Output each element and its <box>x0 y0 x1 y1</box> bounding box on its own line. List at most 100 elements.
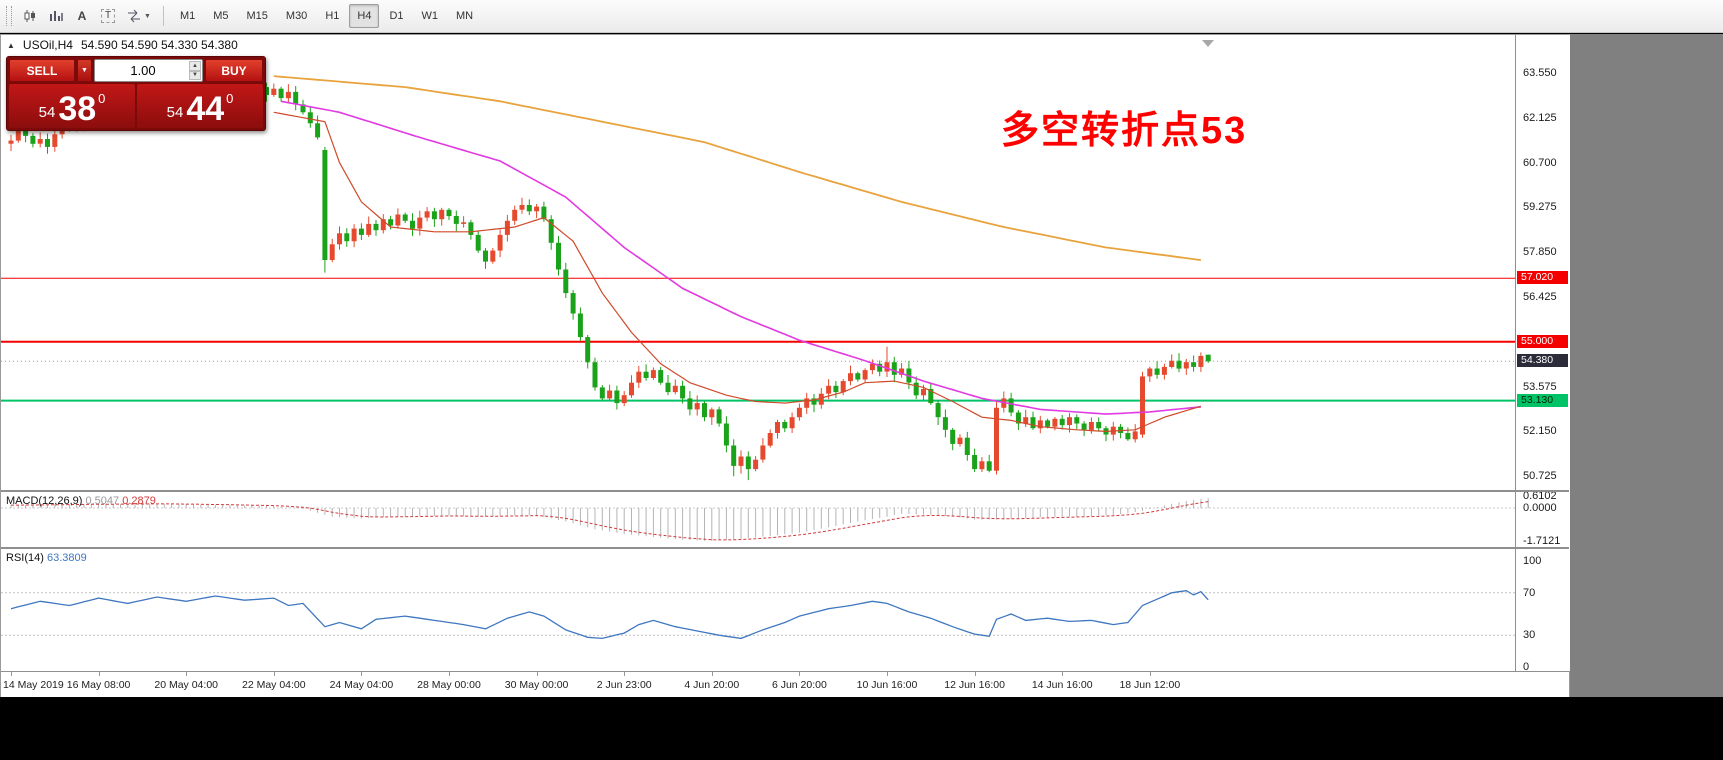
date-tick-label: 14 May 2019 <box>3 679 64 691</box>
current-price-label: 54.380 <box>1517 354 1568 368</box>
buy-price-prefix: 54 <box>166 104 184 121</box>
date-tick-label: 16 May 08:00 <box>66 679 131 691</box>
letter-t-glyph: T <box>100 9 116 23</box>
sell-price-prefix: 54 <box>38 104 56 121</box>
volume-field-wrap: ▲ ▼ <box>94 59 203 82</box>
timeframe-button-m30[interactable]: M30 <box>278 4 315 28</box>
macd-label: MACD(12,26,9) 0.5047 0.2879 <box>6 495 156 507</box>
chart-header: ▲ USOil,H4 54.590 54.590 54.330 54.380 <box>7 38 238 52</box>
buy-price-display[interactable]: 54 44 0 <box>137 84 263 128</box>
date-tick <box>974 672 976 676</box>
date-axis[interactable]: 14 May 2019 16 May 08:00 20 May 04:00 22 Ma… <box>1 671 1569 697</box>
timeframe-button-mn[interactable]: MN <box>448 4 481 28</box>
line-price-label: 57.020 <box>1517 271 1568 285</box>
dropdown-caret-icon: ▼ <box>144 12 151 20</box>
one-click-trading-panel: SELL ▼ ▲ ▼ BUY 54 38 0 54 <box>6 56 266 131</box>
buy-price-big: 44 <box>186 90 225 129</box>
bar-chart-icon[interactable] <box>44 4 68 28</box>
macd-name: MACD(12,26,9) <box>6 495 83 507</box>
toolbar-separator <box>162 6 164 26</box>
date-tick <box>98 672 100 676</box>
rsi-value: 63.3809 <box>46 552 87 564</box>
volume-input[interactable] <box>95 62 202 79</box>
price-tick-label: 53.575 <box>1523 380 1557 393</box>
date-tick <box>11 672 12 676</box>
chart-annotation-text: 多空转折点53 <box>1001 110 1248 152</box>
price-chart-canvas[interactable] <box>1 35 1515 490</box>
date-tick-label: 6 Jun 20:00 <box>771 679 827 691</box>
timeframe-button-h4[interactable]: H4 <box>349 4 380 28</box>
chart-shift-marker-icon[interactable] <box>1202 40 1214 47</box>
buy-button[interactable]: BUY <box>205 59 263 82</box>
indicators-icon[interactable]: ▼ <box>122 4 155 28</box>
sell-price-pip: 0 <box>98 91 106 106</box>
toolbar: A T ▼ M1 M5 M15 M30 H1 H4 D1 W1 MN <box>0 0 1723 33</box>
sell-price-display[interactable]: 54 38 0 <box>9 84 135 128</box>
price-tick-label: 63.550 <box>1523 67 1557 79</box>
price-tick-label: 62.125 <box>1523 111 1557 124</box>
rsi-name: RSI(14) <box>6 552 44 564</box>
panel-splitter-macd[interactable] <box>1 490 1569 492</box>
macd-signal-line <box>11 501 1209 541</box>
date-tick-label: 22 May 04:00 <box>241 679 306 691</box>
date-tick-label: 20 May 04:00 <box>154 679 219 691</box>
macd-signal-value: 0.2879 <box>122 495 156 507</box>
text-box-icon[interactable]: T <box>96 4 120 28</box>
date-tick-label: 14 Jun 16:00 <box>1031 679 1093 691</box>
timeframe-button-m1[interactable]: M1 <box>172 4 203 28</box>
volume-spinner: ▲ ▼ <box>189 61 201 80</box>
collapse-trade-panel-icon[interactable]: ▲ <box>7 40 15 50</box>
date-tick <box>1149 672 1151 676</box>
rsi-tick-label: 30 <box>1523 629 1536 642</box>
line-price-label: 53.130 <box>1517 393 1568 407</box>
date-tick <box>449 672 450 676</box>
panel-splitter-rsi[interactable] <box>1 547 1569 549</box>
sell-button[interactable]: SELL <box>9 59 75 82</box>
date-tick-label: 4 Jun 20:00 <box>684 679 740 691</box>
rsi-tick-label: 0 <box>1523 661 1530 673</box>
trade-controls-row: SELL ▼ ▲ ▼ BUY <box>9 59 263 82</box>
price-tick-label: 50.725 <box>1523 470 1557 483</box>
price-axis[interactable]: 63.550 62.125 60.700 59.275 57.850 56.425 55.0… <box>1515 35 1570 673</box>
timeframe-button-h1[interactable]: H1 <box>317 4 347 28</box>
rsi-tick-label: 100 <box>1523 555 1542 567</box>
ohlc-values: 54.590 54.590 54.330 54.380 <box>80 38 238 52</box>
trade-prices-row: 54 38 0 54 44 0 <box>9 84 263 128</box>
date-tick-label: 18 Jun 12:00 <box>1119 679 1181 691</box>
date-tick <box>1062 672 1064 676</box>
timeframe-button-d1[interactable]: D1 <box>381 4 411 28</box>
date-tick <box>273 672 275 676</box>
timeframe-button-m5[interactable]: M5 <box>205 4 236 28</box>
volume-increase-button[interactable]: ▲ <box>189 61 201 71</box>
price-tick-label: 52.150 <box>1523 425 1557 438</box>
toolbar-gripper[interactable] <box>6 6 12 26</box>
price-tick-label: 56.425 <box>1523 291 1557 303</box>
date-tick-label: 28 May 00:00 <box>417 679 481 691</box>
macd-tick-label: 0.6102 <box>1523 490 1557 503</box>
candlestick-chart-icon[interactable] <box>18 4 42 28</box>
sell-price-big: 38 <box>58 90 97 129</box>
price-tick-label: 59.275 <box>1523 201 1557 214</box>
macd-main-value: 0.5047 <box>85 495 120 507</box>
timeframe-toolbar: M1 M5 M15 M30 H1 H4 D1 W1 MN <box>171 4 482 28</box>
rsi-panel-canvas[interactable] <box>1 549 1515 671</box>
date-tick-label: 30 May 00:00 <box>504 679 569 691</box>
date-tick <box>624 672 626 676</box>
date-tick-label: 12 Jun 16:00 <box>944 679 1005 691</box>
text-label-icon[interactable]: A <box>70 4 94 28</box>
buy-price-pip: 0 <box>226 91 234 106</box>
date-tick <box>711 672 713 676</box>
timeframe-button-w1[interactable]: W1 <box>414 4 447 28</box>
volume-dropdown-icon[interactable]: ▼ <box>77 59 92 82</box>
volume-decrease-button[interactable]: ▼ <box>189 70 201 80</box>
price-tick-label: 57.850 <box>1523 246 1557 259</box>
workspace-background <box>1570 34 1723 697</box>
line-price-label: 55.000 <box>1517 334 1568 348</box>
moving-averages-layer <box>273 75 1202 433</box>
bar-chart-glyph <box>50 11 63 21</box>
macd-histogram-layer <box>10 498 1209 541</box>
macd-panel-canvas[interactable] <box>1 492 1515 547</box>
macd-tick-label: -1.7121 <box>1523 535 1561 547</box>
price-tick-label: 60.700 <box>1523 156 1557 169</box>
timeframe-button-m15[interactable]: M15 <box>239 4 276 28</box>
